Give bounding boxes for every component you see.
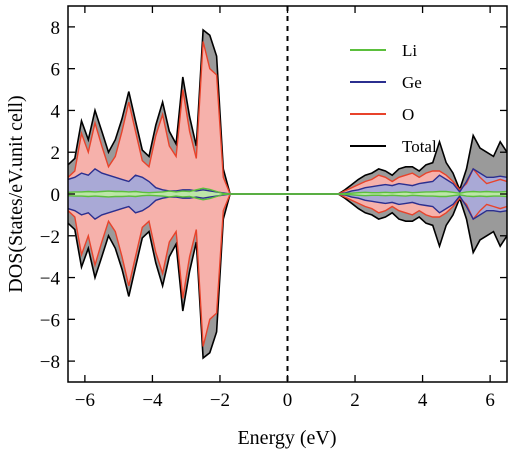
legend-label-o: O — [402, 105, 414, 124]
y-tick-label: −6 — [40, 310, 60, 331]
legend-label-total: Total — [402, 137, 437, 156]
legend: Li Ge O Total — [350, 41, 437, 156]
legend-label-ge: Ge — [402, 73, 422, 92]
curves-layer — [68, 28, 507, 360]
line-li-down — [68, 193, 507, 201]
y-tick-label: −2 — [40, 227, 60, 248]
y-axis-label: DOS(States/eV.unit cell) — [5, 95, 27, 292]
x-tick-label: 2 — [350, 390, 360, 411]
x-tick-label: −2 — [210, 390, 230, 411]
y-tick-label: −8 — [40, 352, 60, 373]
x-tick-label: −4 — [142, 390, 163, 411]
y-tick-label: 6 — [51, 60, 61, 81]
y-tick-label: 8 — [51, 18, 61, 39]
x-tick-label: 6 — [485, 390, 495, 411]
legend-label-li: Li — [402, 41, 417, 60]
ticks-layer: −6 −4 −2 0 2 4 6 −8 −6 −4 −2 0 2 4 6 8 — [40, 6, 507, 411]
y-tick-label: 0 — [51, 185, 61, 206]
x-tick-label: 4 — [418, 390, 428, 411]
x-tick-label: 0 — [283, 390, 293, 411]
y-tick-label: −4 — [40, 269, 61, 290]
x-tick-label: −6 — [75, 390, 95, 411]
x-axis-label: Energy (eV) — [237, 427, 336, 449]
area-li — [68, 188, 507, 200]
y-tick-label: 2 — [51, 143, 61, 164]
y-tick-label: 4 — [51, 101, 61, 122]
